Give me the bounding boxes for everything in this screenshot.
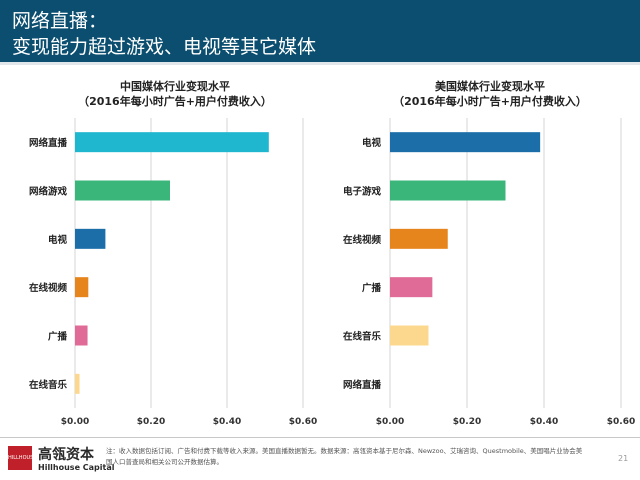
company-name-en: Hillhouse Capital: [38, 463, 115, 472]
us-x-tick-label: $0.00: [376, 417, 404, 427]
us-category-label: 在线音乐: [343, 331, 382, 343]
china-bar-6: [75, 373, 80, 394]
china-category-label: 网络游戏: [29, 186, 68, 198]
us-chart-title: 美国媒体行业变现水平: [435, 79, 545, 93]
hillhouse-logo-icon: HILLHOUSE: [8, 446, 37, 470]
china-bar-1: [75, 132, 269, 153]
us-bar-4: [390, 277, 433, 298]
us-category-label: 电视: [362, 137, 382, 149]
china-x-tick-label: $0.20: [137, 417, 165, 427]
china-category-label: 在线视频: [29, 282, 68, 294]
us-x-tick-label: $0.60: [607, 417, 635, 427]
china-bar-4: [75, 277, 89, 298]
us-category-label: 网络直播: [343, 379, 382, 391]
source-note: 注：收入数据包括订阅、广告和付费下载等收入来源。美国直播数据暂无。数据来源：高瓴…: [106, 447, 583, 466]
china-chart-title: 中国媒体行业变现水平: [120, 79, 230, 93]
us-chart-subtitle: （2016年每小时广告+用户付费收入）: [393, 94, 587, 108]
us-category-label: 在线视频: [343, 234, 382, 246]
title-banner: 网络直播： 变现能力超过游戏、电视等其它媒体: [0, 0, 640, 62]
us-x-tick-label: $0.40: [530, 417, 558, 427]
us-category-label: 电子游戏: [343, 186, 382, 198]
china-x-tick-label: $0.00: [61, 417, 89, 427]
china-category-label: 在线音乐: [29, 379, 68, 391]
company-name-cn: 高瓴资本: [38, 447, 94, 463]
us-x-tick-label: $0.20: [453, 417, 481, 427]
china-chart-subtitle: （2016年每小时广告+用户付费收入）: [78, 94, 272, 108]
china-category-label: 网络直播: [29, 137, 68, 149]
china-x-tick-label: $0.40: [213, 417, 241, 427]
footer-divider: [0, 437, 640, 438]
china-x-tick-label: $0.60: [289, 417, 317, 427]
china-bar-2: [75, 180, 170, 201]
us-bar-5: [390, 325, 429, 346]
page-subtitle: 变现能力超过游戏、电视等其它媒体: [12, 36, 317, 58]
us-bar-1: [390, 132, 541, 153]
china-category-label: 电视: [48, 234, 68, 246]
page-number: 21: [618, 454, 629, 463]
header-divider: [0, 62, 640, 65]
us-category-label: 广播: [362, 282, 382, 294]
china-bar-5: [75, 325, 88, 346]
china-bar-3: [75, 228, 106, 249]
us-bar-2: [390, 180, 506, 201]
china-category-label: 广播: [48, 331, 68, 343]
page-title: 网络直播：: [12, 10, 108, 32]
us-bar-3: [390, 228, 448, 249]
